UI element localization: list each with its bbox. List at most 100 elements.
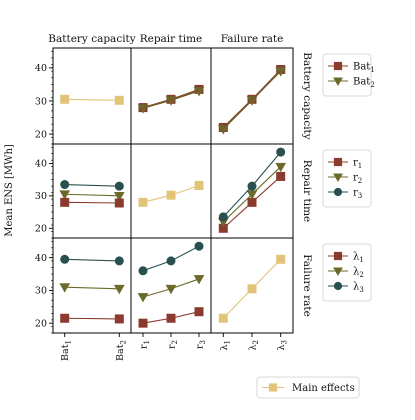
panel-r1-c0 [59, 180, 125, 208]
legend-label: Bat2 [353, 77, 375, 90]
legend-label: Main effects [292, 383, 355, 394]
y-tick-label: 20 [35, 129, 47, 140]
x-tick-subscript: 3 [199, 340, 207, 344]
row-title: Battery capacity [301, 52, 313, 139]
data-point [194, 180, 204, 190]
x-tick-label-base: λ [219, 344, 230, 350]
legend-label: λ1 [353, 252, 364, 265]
y-tick-label: 20 [35, 224, 47, 235]
y-tick-label: 30 [35, 96, 47, 107]
data-point [218, 313, 228, 323]
data-point [59, 283, 71, 293]
grid-border [52, 47, 294, 334]
main-effects-legend: Main effects [256, 376, 360, 399]
legend-marker [333, 77, 343, 86]
data-point [138, 197, 148, 207]
x-tick-label-base: Bat [115, 344, 126, 361]
panel-r2-c2 [218, 254, 286, 323]
x-tick-label: λ3 [276, 340, 289, 351]
y-tick-label: 40 [35, 159, 47, 170]
data-point [246, 190, 258, 200]
panel-r2-c0 [59, 254, 125, 324]
data-point [276, 147, 286, 157]
y-tick-label: 40 [35, 253, 47, 264]
y-tick-label: 30 [35, 191, 47, 202]
data-point [60, 180, 70, 190]
data-point [114, 95, 124, 105]
panel-grid [52, 47, 294, 334]
data-point [113, 191, 125, 202]
legend-marker [333, 61, 343, 71]
data-point [60, 313, 70, 323]
legend-subscript: 3 [359, 286, 363, 294]
data-point [165, 284, 177, 295]
row-title: Failure rate [301, 254, 313, 317]
legend-marker [333, 187, 343, 197]
x-tick-label-base: λ [248, 344, 259, 350]
series-line [142, 89, 200, 109]
legend-subscript: 1 [358, 162, 362, 170]
data-point [194, 241, 204, 251]
column-title: Repair time [140, 33, 203, 45]
x-tick-label-base: Bat [60, 344, 71, 361]
data-point [276, 254, 286, 264]
data-point [166, 190, 176, 200]
x-tick-subscript: 1 [65, 340, 73, 344]
x-tick-subscript: 1 [223, 340, 231, 344]
legend-box: r 1 r2 r3 [322, 149, 372, 208]
legend-label: λ2 [353, 267, 364, 280]
legend-label-base: Bat [353, 77, 370, 88]
legend-label-base: Bat [353, 62, 370, 73]
y-tick-label: 30 [35, 286, 47, 297]
data-point [114, 256, 124, 266]
legend-label: r3 [353, 188, 362, 201]
data-point [218, 212, 228, 222]
y-tick-label: 40 [35, 63, 47, 74]
legend-label-base: λ [353, 267, 360, 278]
panel-r1-c2 [217, 147, 287, 233]
x-tick-label-base: r [167, 344, 178, 349]
legend-box: Bat1 Bat2 [322, 53, 375, 97]
legend-label-base: λ [353, 282, 360, 293]
data-point [60, 254, 70, 264]
legend-subscript: 1 [370, 66, 374, 74]
legend-label: r2 [353, 173, 362, 186]
data-point [193, 275, 205, 285]
x-tick-subscript: 1 [143, 340, 151, 344]
series-line [64, 201, 120, 204]
legend-subscript: 3 [358, 192, 362, 200]
x-tick-label: r1 [139, 340, 152, 349]
legend-label-base: λ [353, 252, 360, 263]
legend-frame [256, 376, 360, 399]
data-point [217, 125, 229, 135]
data-point [166, 313, 176, 323]
series-line [64, 98, 120, 101]
data-point [247, 284, 257, 294]
x-tick-label: λ2 [248, 340, 261, 351]
x-tick-subscript: 2 [252, 340, 260, 344]
panel-r2-c1 [137, 241, 205, 328]
legend-subscript: 2 [358, 177, 362, 185]
data-point [275, 162, 287, 173]
data-point [114, 198, 124, 208]
data-point [247, 181, 257, 191]
data-point [138, 266, 148, 276]
data-point [194, 307, 204, 317]
legend-marker [333, 157, 343, 167]
legend-marker [333, 173, 343, 182]
data-point [138, 318, 148, 328]
x-tick-label: Bat2 [115, 340, 128, 361]
data-point [114, 314, 124, 324]
panel-r0-c2 [217, 65, 287, 135]
x-tick-label: λ1 [219, 340, 232, 351]
data-point [60, 197, 70, 207]
series-line [64, 286, 120, 290]
x-tick-label-base: λ [276, 344, 287, 350]
data-point [137, 293, 149, 303]
x-tick-subscript: 2 [119, 340, 127, 344]
data-point [166, 256, 176, 266]
panel-r0-c1 [137, 84, 205, 114]
column-title: Battery capacity [48, 33, 135, 45]
legend-label-base: r [353, 188, 358, 199]
